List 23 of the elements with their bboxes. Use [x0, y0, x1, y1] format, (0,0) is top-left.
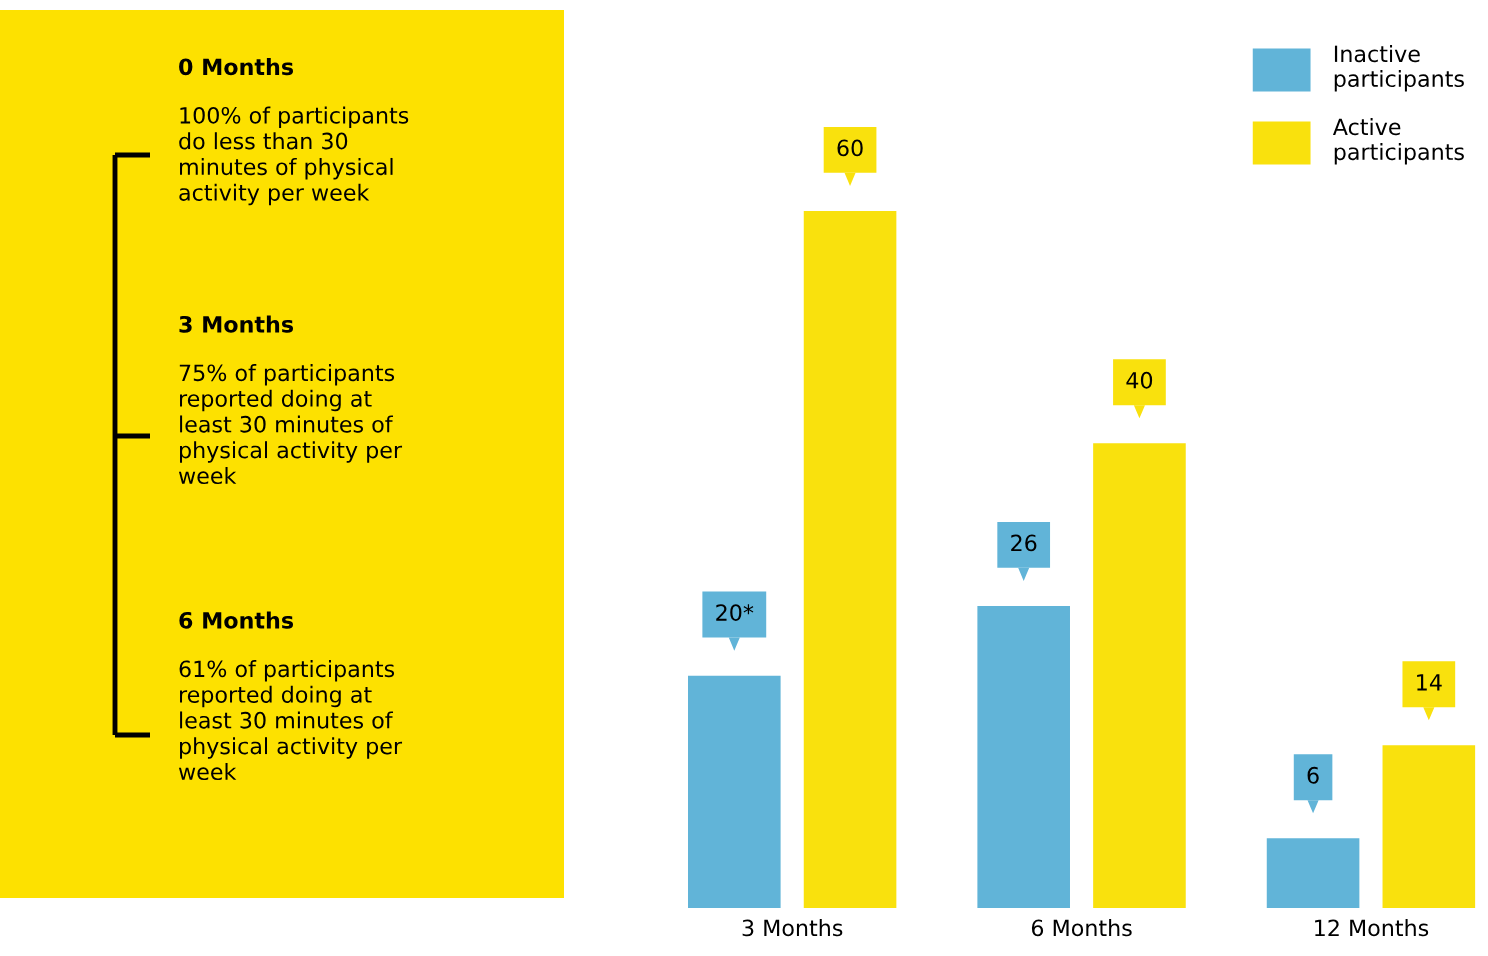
bar	[1382, 745, 1476, 908]
bar	[977, 605, 1070, 908]
data-label: 40	[1126, 371, 1153, 389]
data-label: 20*	[716, 604, 754, 621]
data-label: 60	[837, 139, 863, 157]
bar	[688, 675, 781, 908]
text: 3 Months	[179, 315, 294, 333]
bar	[1093, 443, 1186, 908]
x-tick-label: 12 Months	[1315, 919, 1429, 937]
text: 6 Months	[179, 611, 294, 629]
legend-label: Inactive participants	[1334, 45, 1464, 92]
legend-label: Active participants	[1332, 118, 1464, 165]
x-tick-label: 6 Months	[1031, 919, 1132, 937]
data-label: 26	[1011, 534, 1037, 552]
text: 61% of participants reported doing at least 30 minutes of physical activity per week	[178, 660, 403, 781]
bar	[803, 211, 897, 908]
x-tick-label: 3 Months	[742, 919, 843, 937]
text: 75% of participants reported doing at least 30 minutes of physical activity per week	[178, 364, 403, 485]
bar	[1266, 838, 1360, 908]
data-label: 6	[1307, 766, 1319, 784]
data-label: 14	[1417, 674, 1442, 691]
text: 100% of participants do less than 30 minutes of physical activity per week	[179, 106, 409, 206]
text: 0 Months	[179, 58, 294, 76]
